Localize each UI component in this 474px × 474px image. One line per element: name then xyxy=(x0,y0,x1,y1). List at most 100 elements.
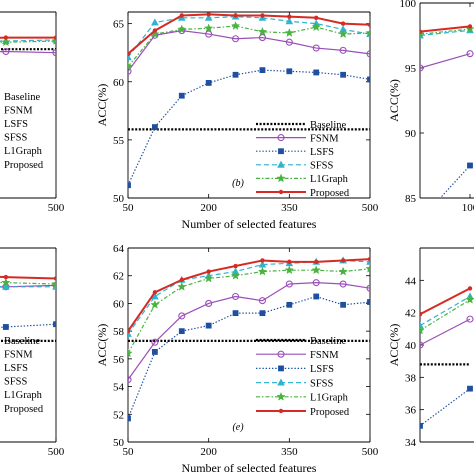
marker-l1graph-5 xyxy=(257,266,268,276)
marker-lsfs-6 xyxy=(286,68,293,75)
marker-proposed-8 xyxy=(3,274,9,280)
marker-sfss-0 xyxy=(420,321,424,329)
series-line-sfss xyxy=(128,259,370,335)
series-line-lsfs xyxy=(439,165,471,198)
legend-entry-baseline: Baseline xyxy=(310,120,346,131)
panel-b: 50 200 350 500 50 55 60 65 Number of selected fe… xyxy=(95,11,379,231)
marker-lsfs-3 xyxy=(205,80,212,86)
series-line-proposed xyxy=(420,287,471,316)
marker-fsnm-5 xyxy=(258,297,266,305)
marker-lsfs-0 xyxy=(128,182,131,189)
marker-lsfs-8 xyxy=(340,301,347,308)
series-line-proposed xyxy=(128,13,370,55)
y-tick-label: 34 xyxy=(405,437,417,449)
marker-fsnm-3 xyxy=(205,299,213,307)
marker-fsnm-9 xyxy=(366,50,370,58)
marker-sfss-legend xyxy=(277,378,285,386)
marker-sfss-1 xyxy=(151,18,159,26)
legend-entry-lsfs: LSFS xyxy=(310,364,334,375)
marker-l1graph-1 xyxy=(465,294,474,304)
y-axis-label: ACC(%) xyxy=(387,324,401,367)
legend-entry-fsnm: FSNM xyxy=(310,133,339,144)
marker-lsfs-legend xyxy=(278,365,284,372)
marker-fsnm-8 xyxy=(339,280,347,288)
legend-entry-baseline: Baseline xyxy=(4,336,40,347)
marker-proposed-1 xyxy=(467,286,473,291)
x-tick-label: 350 xyxy=(281,446,298,458)
x-tick-label: 50 xyxy=(123,202,135,214)
marker-l1graph-9 xyxy=(51,279,56,288)
y-axis-label: ACC(%) xyxy=(387,79,401,122)
marker-lsfs-6 xyxy=(286,301,293,308)
y-tick-label: 50 xyxy=(113,437,125,449)
series-line-l1graph xyxy=(420,28,471,35)
marker-l1graph-2 xyxy=(177,281,187,291)
legend-entry-proposed: Proposed xyxy=(310,407,350,418)
y-tick-label: 54 xyxy=(113,382,125,394)
y-tick-label: 64 xyxy=(113,243,125,255)
marker-l1graph-1 xyxy=(150,299,160,309)
marker-fsnm-9 xyxy=(366,284,370,292)
series-line-l1graph xyxy=(128,25,370,68)
marker-proposed-8 xyxy=(340,258,346,263)
marker-l1graph-3 xyxy=(204,23,214,33)
marker-sfss-9 xyxy=(366,257,370,265)
series-line-lsfs xyxy=(420,388,471,427)
marker-lsfs-1 xyxy=(151,349,158,355)
marker-fsnm-0 xyxy=(128,67,132,75)
panel-b-frame xyxy=(127,11,371,199)
marker-l1graph-9 xyxy=(365,28,370,37)
series-line-sfss xyxy=(420,295,471,327)
marker-fsnm-1 xyxy=(466,50,474,58)
y-tick-label: 50 xyxy=(113,193,125,205)
marker-lsfs-8 xyxy=(340,71,347,78)
marker-lsfs-5 xyxy=(259,310,266,317)
legend-entry-sfss: SFSS xyxy=(310,378,334,389)
marker-lsfs-2 xyxy=(178,92,185,99)
x-tick-label: 500 xyxy=(362,446,379,458)
marker-l1graph-legend xyxy=(276,391,286,401)
y-tick-label: 40 xyxy=(405,340,417,352)
marker-fsnm-legend xyxy=(277,350,285,358)
marker-lsfs-0 xyxy=(417,218,422,223)
panel-left-top: 500 Baseline FSNM LSFS SFSS L1Graph Proposed xyxy=(0,11,65,214)
panel-label: (e) xyxy=(232,422,244,433)
marker-lsfs-4 xyxy=(232,310,239,317)
x-tick-label: 500 xyxy=(362,202,379,214)
x-tick-label: 100 xyxy=(462,202,474,214)
legend-entry-fsnm: FSNM xyxy=(4,105,33,116)
panel-right-bottom-series xyxy=(420,286,474,429)
marker-l1graph-legend xyxy=(276,173,286,183)
marker-lsfs-3 xyxy=(205,322,212,329)
marker-proposed-8 xyxy=(340,21,346,26)
legend-entry-fsnm: FSNM xyxy=(4,349,33,360)
legend-entry-l1graph: L1Graph xyxy=(310,393,349,404)
y-tick-label: 85 xyxy=(405,193,417,205)
marker-fsnm-6 xyxy=(285,38,293,46)
marker-l1graph-4 xyxy=(230,270,241,280)
x-tick-label: 350 xyxy=(281,202,298,214)
y-tick-label: 52 xyxy=(113,409,124,421)
marker-proposed-3 xyxy=(206,12,211,17)
marker-lsfs-9 xyxy=(53,321,56,328)
marker-fsnm-1 xyxy=(466,315,474,323)
marker-proposed-9 xyxy=(53,276,56,281)
marker-fsnm-3 xyxy=(205,30,213,38)
marker-fsnm-8 xyxy=(2,47,10,56)
marker-proposed-4 xyxy=(233,263,238,269)
marker-proposed-6 xyxy=(287,14,292,19)
panel-label: (b) xyxy=(232,178,244,189)
marker-sfss-legend xyxy=(277,160,285,168)
marker-lsfs-7 xyxy=(313,293,320,300)
marker-proposed-8 xyxy=(3,35,9,40)
y-tick-label: 60 xyxy=(113,77,125,89)
y-tick-label: 58 xyxy=(113,326,125,338)
legend-entry-sfss: SFSS xyxy=(4,377,28,388)
legend-entry-lsfs: LSFS xyxy=(4,363,28,374)
marker-proposed-0 xyxy=(420,29,423,34)
marker-fsnm-2 xyxy=(178,312,186,320)
panel-left-bottom-legend: Baseline FSNM LSFS SFSS L1Graph Proposed xyxy=(4,336,44,415)
marker-proposed-legend xyxy=(278,189,284,195)
x-tick-label: 500 xyxy=(48,202,65,214)
marker-l1graph-7 xyxy=(311,265,321,275)
